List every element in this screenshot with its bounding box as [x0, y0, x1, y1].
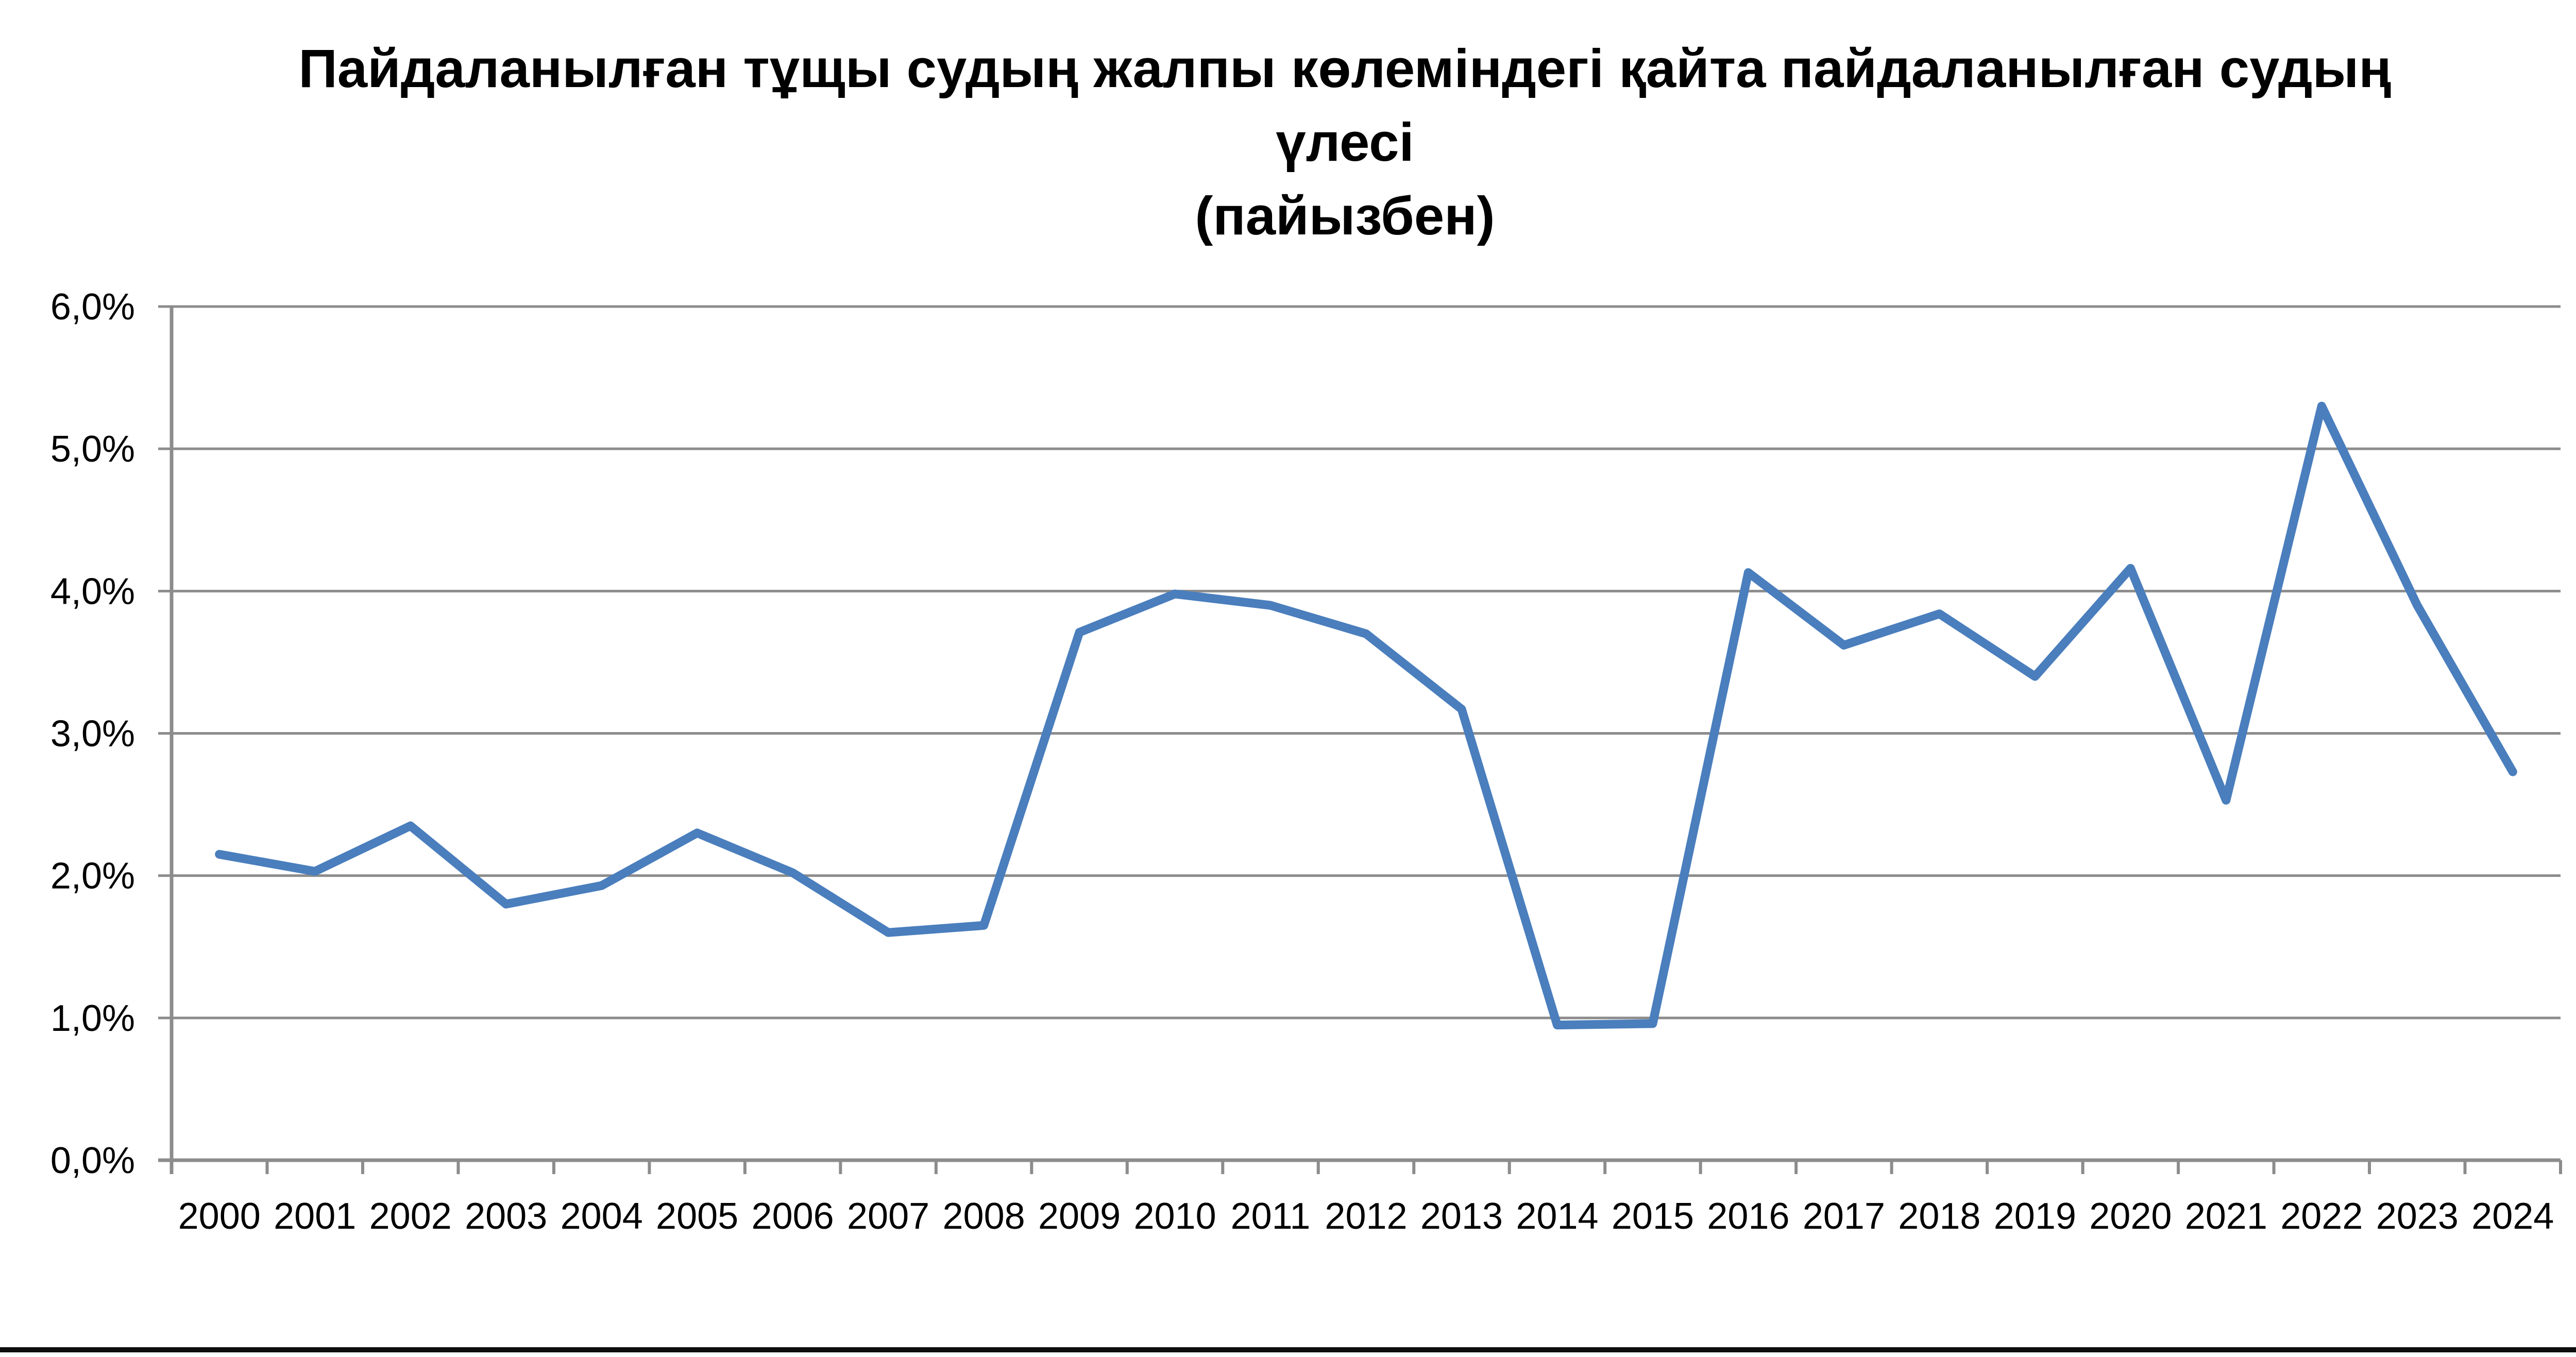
x-axis-year-label: 2010 — [1133, 1196, 1216, 1237]
chart-title-line1: Пайдаланылған тұщы судың жалпы көлемінде… — [298, 39, 2392, 99]
x-axis-year-label: 2011 — [1231, 1196, 1311, 1237]
x-axis-year-label: 2003 — [465, 1196, 547, 1237]
x-axis-year-label: 2014 — [1516, 1196, 1598, 1237]
x-axis-year-label: 2002 — [369, 1196, 452, 1237]
chart-title: Пайдаланылған тұщы судың жалпы көлемінде… — [0, 32, 2576, 253]
x-axis-year-label: 2006 — [752, 1196, 834, 1237]
x-axis-year-label: 2008 — [942, 1196, 1025, 1237]
x-axis-year-label: 2022 — [2280, 1196, 2363, 1237]
x-axis-year-label: 2001 — [274, 1196, 356, 1237]
x-axis-year-label: 2007 — [847, 1196, 929, 1237]
y-axis-tick-label: 6,0% — [50, 286, 135, 328]
y-axis-tick-label: 0,0% — [50, 1140, 135, 1181]
x-axis-year-label: 2013 — [1420, 1196, 1503, 1237]
x-axis-year-label: 2020 — [2089, 1196, 2172, 1237]
chart-title-line2: үлесі — [1276, 112, 1414, 173]
x-axis-year-label: 2009 — [1038, 1196, 1121, 1237]
x-axis-year-label: 2024 — [2471, 1196, 2554, 1237]
reused-water-share-line — [215, 401, 2517, 1030]
x-axis-year-label: 2019 — [1994, 1196, 2076, 1237]
y-axis-tick-label: 3,0% — [50, 714, 135, 755]
x-axis-year-label: 2023 — [2376, 1196, 2459, 1237]
chart-title-line3: (пайызбен) — [1195, 186, 1495, 246]
x-axis-year-label: 2004 — [561, 1196, 643, 1237]
y-axis-tick-label: 2,0% — [50, 856, 135, 897]
x-axis-year-label: 2017 — [1803, 1196, 1885, 1237]
bottom-border-line — [0, 1347, 2576, 1352]
x-axis-year-label: 2000 — [178, 1196, 261, 1237]
y-axis-tick-label: 5,0% — [50, 429, 135, 470]
x-axis-year-label: 2005 — [656, 1196, 738, 1237]
x-axis-year-label: 2018 — [1898, 1196, 1980, 1237]
x-axis-year-label: 2016 — [1707, 1196, 1789, 1237]
y-axis-tick-label: 4,0% — [50, 571, 135, 612]
x-axis-year-label: 2021 — [2185, 1196, 2267, 1237]
x-axis-year-label: 2012 — [1325, 1196, 1407, 1237]
x-axis-year-label: 2015 — [1612, 1196, 1694, 1237]
y-axis-tick-label: 1,0% — [50, 998, 135, 1039]
